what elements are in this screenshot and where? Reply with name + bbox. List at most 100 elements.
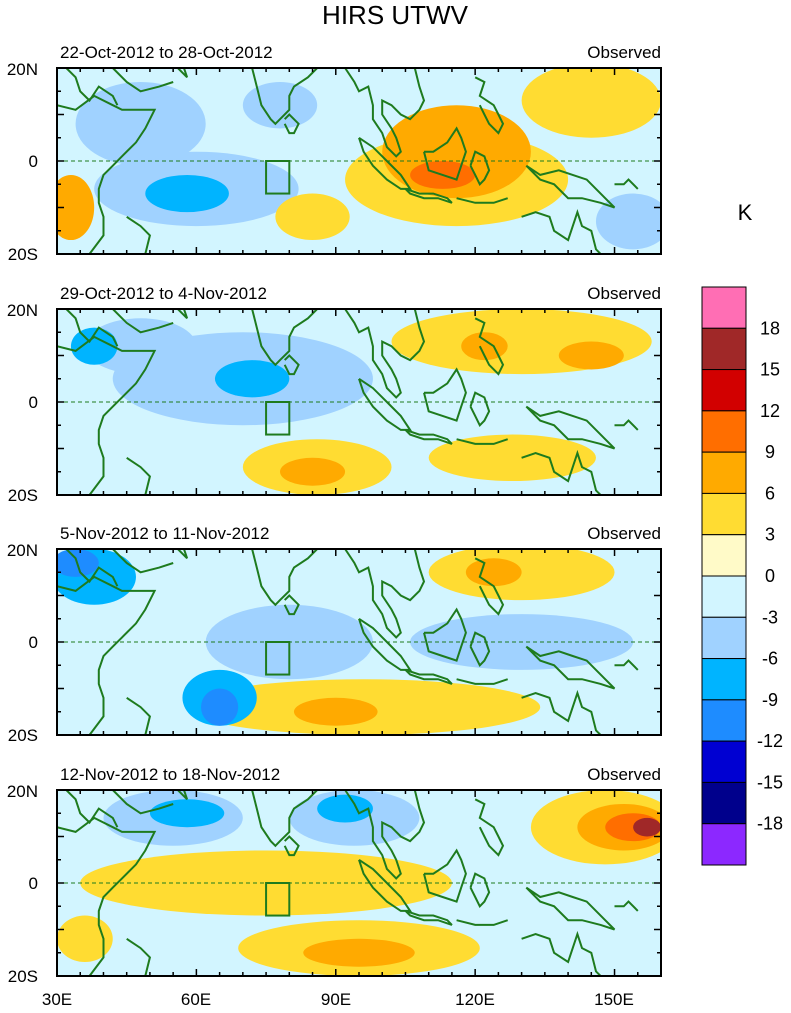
longitude-axis: 30E 60E 90E 120E 150E [42, 990, 634, 1009]
figure-title: HIRS UTWV [322, 0, 469, 30]
panel-label: Observed [587, 284, 661, 303]
colorbar-swatch [701, 534, 747, 577]
coastline [57, 575, 157, 735]
colorbar-label: 9 [765, 442, 775, 462]
coastline [474, 76, 505, 135]
coastline [283, 354, 300, 376]
region-box [265, 401, 291, 436]
coastline [228, 68, 319, 126]
coastline [57, 94, 157, 254]
lat-label-top: 20N [7, 541, 38, 560]
anomaly-contour [70, 327, 118, 365]
coastline [344, 68, 426, 158]
colorbar-swatch [701, 616, 747, 660]
anomaly-contour [214, 360, 290, 398]
lon-label-150e: 150E [594, 990, 634, 1009]
colorbar-swatch [701, 575, 747, 618]
anomaly-contour [149, 799, 225, 828]
coastline [344, 790, 426, 880]
anomaly-contour [242, 81, 318, 129]
coastline [283, 113, 300, 135]
colorbar-swatch [701, 658, 747, 701]
colorbar-label: -3 [762, 607, 778, 627]
coastline [456, 919, 509, 926]
coastline [521, 449, 602, 495]
coastline [283, 594, 300, 616]
colorbar-swatch [701, 823, 747, 866]
coastline [283, 835, 300, 857]
region-box [265, 160, 291, 195]
coastline [344, 549, 426, 639]
panel-label: Observed [587, 43, 661, 62]
coastline [126, 696, 152, 735]
anomaly-contour [595, 193, 661, 250]
coastline [112, 68, 174, 93]
colorbar-label: -9 [762, 690, 778, 710]
anomaly-field [57, 549, 661, 735]
coastline [126, 937, 152, 976]
panel-frames [56, 67, 662, 977]
coastline [521, 689, 602, 735]
coastline [57, 816, 157, 976]
coastline [614, 419, 639, 431]
coastline [525, 886, 616, 931]
colorbar-swatch [701, 492, 747, 536]
colorbar-label: 15 [760, 360, 780, 380]
coastline [358, 617, 412, 671]
anomaly-field [57, 790, 661, 976]
coastline [474, 317, 505, 376]
anomaly-contour [317, 794, 373, 823]
anomaly-contour [465, 558, 522, 587]
panel-label: Observed [587, 524, 661, 543]
coastline [358, 136, 412, 190]
coastline [65, 68, 119, 106]
lat-label-top: 20N [7, 301, 38, 320]
colorbar-label: 18 [760, 318, 780, 338]
anomaly-contour [57, 174, 95, 241]
coastline [404, 668, 453, 685]
coastline [525, 645, 616, 690]
lat-label-equator: 0 [29, 152, 38, 171]
anomaly-contour [201, 688, 239, 726]
colorbar-swatch [701, 410, 747, 453]
lon-label-60e: 60E [181, 990, 211, 1009]
anomaly-contour [558, 341, 624, 370]
colorbar-label: -6 [762, 649, 778, 669]
lat-label-bottom: 20S [8, 486, 38, 505]
panel-label: Observed [587, 765, 661, 784]
map-panel-3: 5-Nov-2012 to 11-Nov-2012 Observed 20N 0… [7, 524, 662, 745]
coastline [112, 790, 174, 815]
coastline [469, 391, 491, 428]
coastline [126, 215, 152, 254]
map-panel-1: 22-Oct-2012 to 28-Oct-2012 Observed 20N … [7, 43, 662, 264]
anomaly-contour [633, 817, 661, 837]
anomaly-field [57, 309, 661, 495]
coastline [65, 790, 119, 828]
lat-label-top: 20N [7, 782, 38, 801]
lat-label-bottom: 20S [8, 726, 38, 745]
region-box [265, 641, 291, 676]
coastline [474, 557, 505, 616]
panel-date-range: 22-Oct-2012 to 28-Oct-2012 [60, 43, 273, 62]
coastline [456, 197, 509, 204]
colorbar-swatch [701, 286, 747, 329]
coastline [469, 150, 491, 187]
coastline [126, 456, 152, 495]
panel-date-range: 12-Nov-2012 to 18-Nov-2012 [60, 765, 280, 784]
coastline [358, 858, 412, 912]
coastline [65, 549, 119, 587]
colorbar-label: -18 [757, 814, 783, 834]
coastline [423, 367, 467, 422]
colorbar-label: -15 [757, 772, 783, 792]
coastline [228, 790, 319, 848]
coastline [423, 607, 467, 662]
coastline [423, 126, 467, 181]
coastline [358, 377, 412, 431]
colorbar-swatch [701, 327, 747, 371]
colorbar-swatch [701, 369, 747, 412]
lat-label-equator: 0 [29, 633, 38, 652]
colorbar-label: 0 [765, 566, 775, 586]
coastline [614, 900, 639, 912]
panel-date-range: 29-Oct-2012 to 4-Nov-2012 [60, 284, 267, 303]
coastline [228, 309, 319, 367]
